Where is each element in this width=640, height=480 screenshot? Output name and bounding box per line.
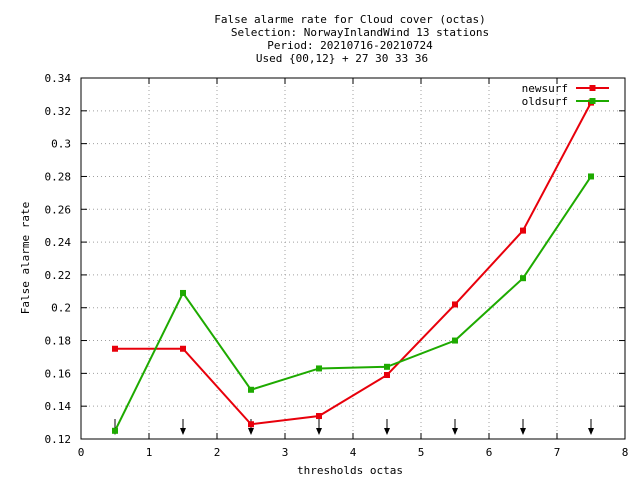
grid bbox=[81, 78, 625, 439]
y-tick-label: 0.2 bbox=[51, 302, 71, 315]
y-axis-ticks: 0.12 0.14 0.16 0.18 0.2 0.22 0.24 0.26 0.28 0.3 0.… bbox=[45, 72, 625, 446]
x-tick-label: 1 bbox=[146, 446, 153, 459]
x-tick-label: 7 bbox=[554, 446, 561, 459]
series-layer bbox=[112, 99, 594, 434]
x-tick-label: 6 bbox=[486, 446, 493, 459]
title-line-2: Selection: NorwayInlandWind 13 stations bbox=[231, 26, 489, 39]
threshold-arrow bbox=[452, 419, 458, 435]
y-tick-label: 0.34 bbox=[45, 72, 72, 85]
threshold-arrow bbox=[316, 419, 322, 435]
y-tick-label: 0.12 bbox=[45, 433, 72, 446]
series-line-oldsurf bbox=[114, 175, 592, 432]
y-tick-label: 0.24 bbox=[45, 236, 72, 249]
y-tick-label: 0.22 bbox=[45, 269, 72, 282]
threshold-arrow bbox=[520, 419, 526, 435]
title-line-3: Period: 20210716-20210724 bbox=[267, 39, 433, 52]
x-tick-label: 5 bbox=[418, 446, 425, 459]
chart-title: False alarme rate for Cloud cover (octas… bbox=[214, 13, 489, 65]
y-tick-label: 0.18 bbox=[45, 335, 72, 348]
x-axis-label: thresholds octas bbox=[297, 464, 403, 477]
data-point bbox=[452, 337, 458, 344]
data-point bbox=[248, 386, 254, 393]
threshold-arrow bbox=[588, 419, 594, 435]
data-point bbox=[588, 173, 594, 180]
legend-entry-newsurf: newsurf bbox=[522, 82, 609, 95]
data-point bbox=[520, 275, 526, 282]
y-tick-label: 0.26 bbox=[45, 203, 72, 216]
legend-entry-oldsurf: oldsurf bbox=[522, 95, 609, 108]
data-point bbox=[452, 301, 458, 308]
data-point bbox=[180, 289, 186, 296]
legend-label: oldsurf bbox=[522, 95, 568, 108]
x-axis-ticks: 0 1 2 3 4 5 6 7 8 bbox=[78, 78, 629, 459]
x-tick-label: 3 bbox=[282, 446, 289, 459]
y-tick-label: 0.16 bbox=[45, 367, 72, 380]
x-tick-label: 2 bbox=[214, 446, 221, 459]
x-tick-label: 0 bbox=[78, 446, 85, 459]
y-tick-label: 0.14 bbox=[45, 400, 72, 413]
series-newsurf bbox=[112, 99, 594, 428]
data-point bbox=[248, 421, 254, 428]
legend-label: newsurf bbox=[522, 82, 568, 95]
title-line-1: False alarme rate for Cloud cover (octas… bbox=[214, 13, 486, 26]
y-tick-label: 0.3 bbox=[51, 138, 71, 151]
x-tick-label: 8 bbox=[622, 446, 629, 459]
data-point bbox=[384, 363, 390, 370]
data-point bbox=[316, 413, 322, 420]
y-axis-label: False alarme rate bbox=[19, 202, 32, 315]
x-tick-label: 4 bbox=[350, 446, 357, 459]
series-oldsurf bbox=[112, 173, 594, 434]
y-tick-label: 0.28 bbox=[45, 170, 72, 183]
data-point bbox=[112, 345, 118, 352]
threshold-arrow bbox=[384, 419, 390, 435]
legend-marker bbox=[589, 98, 596, 104]
data-point bbox=[180, 345, 186, 352]
legend-marker bbox=[589, 85, 596, 91]
threshold-arrow bbox=[180, 419, 186, 435]
data-point bbox=[520, 227, 526, 234]
data-point bbox=[384, 372, 390, 379]
data-point bbox=[316, 365, 322, 372]
data-point bbox=[112, 427, 118, 434]
y-tick-label: 0.32 bbox=[45, 105, 72, 118]
title-line-4: Used {00,12} + 27 30 33 36 bbox=[256, 52, 428, 65]
series-line-newsurf bbox=[115, 102, 592, 426]
